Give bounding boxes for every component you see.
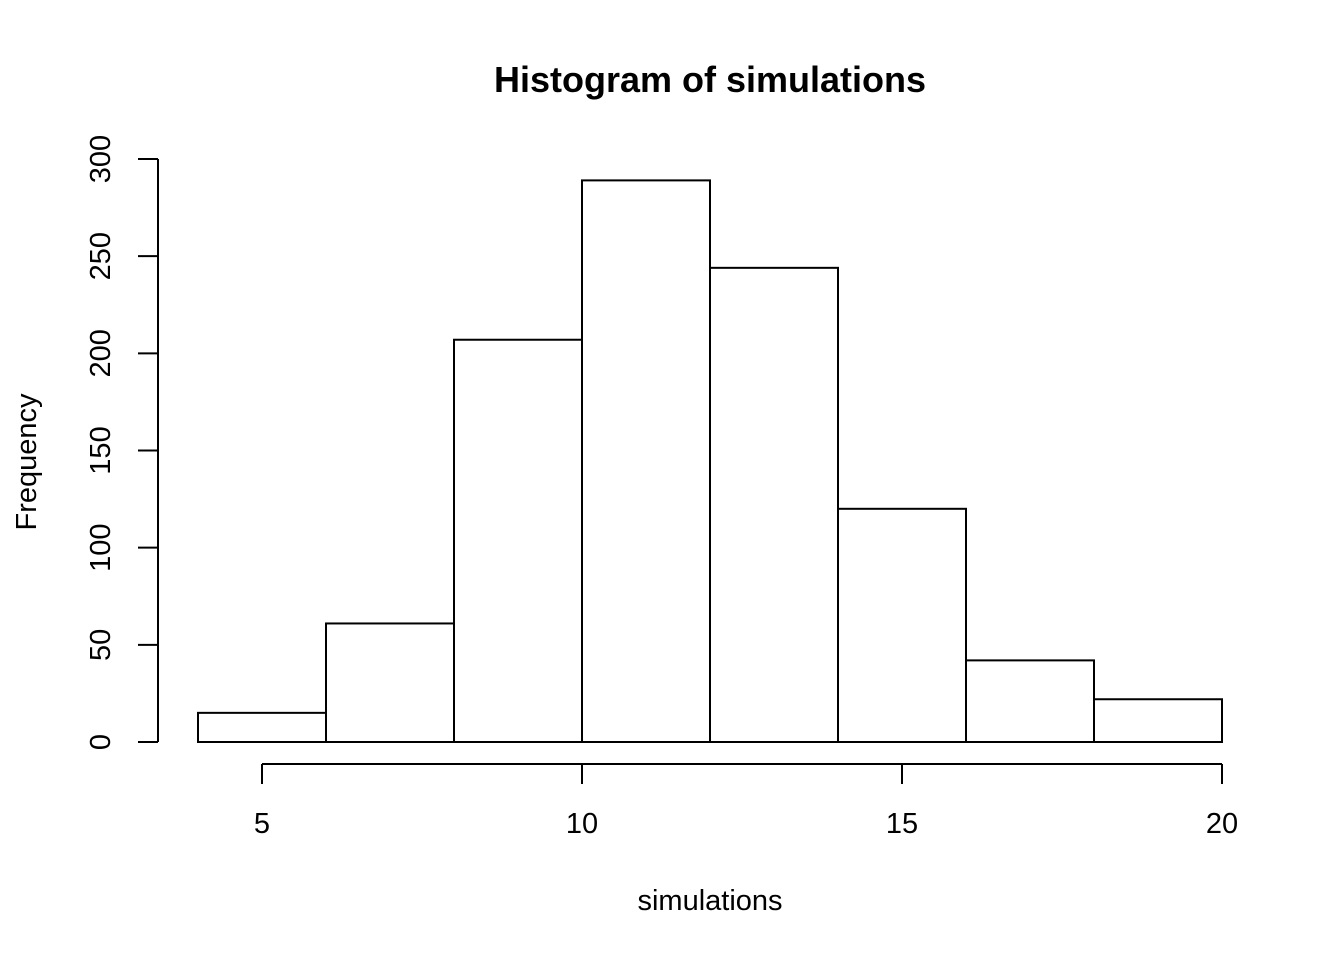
histogram-bar xyxy=(197,711,327,744)
histogram-bar xyxy=(965,659,1095,744)
histogram-bar xyxy=(1093,698,1223,743)
x-tick-label: 20 xyxy=(1206,808,1238,840)
chart-title: Histogram of simulations xyxy=(494,59,926,100)
y-tick-label: 0 xyxy=(85,734,117,750)
y-tick-label: 300 xyxy=(85,135,117,183)
y-axis: 0 50 100 150 200 250 300 xyxy=(85,135,159,750)
y-axis-label: Frequency xyxy=(11,393,43,531)
histogram-bar xyxy=(325,622,455,743)
y-tick-label: 100 xyxy=(85,523,117,571)
x-tick-label: 15 xyxy=(886,808,918,840)
x-tick-label: 10 xyxy=(566,808,598,840)
y-tick-label: 250 xyxy=(85,232,117,280)
histogram-bars xyxy=(197,179,1223,744)
x-axis-label: simulations xyxy=(637,885,782,917)
histogram-bar xyxy=(837,507,967,743)
y-tick-label: 50 xyxy=(85,629,117,661)
y-tick-label: 200 xyxy=(85,329,117,377)
x-axis: 5 10 15 20 xyxy=(254,763,1238,840)
x-tick-label: 5 xyxy=(254,808,270,840)
histogram-bar xyxy=(453,338,583,743)
histogram-bar xyxy=(709,266,839,743)
y-tick-label: 150 xyxy=(85,426,117,474)
histogram-bar xyxy=(581,179,711,744)
